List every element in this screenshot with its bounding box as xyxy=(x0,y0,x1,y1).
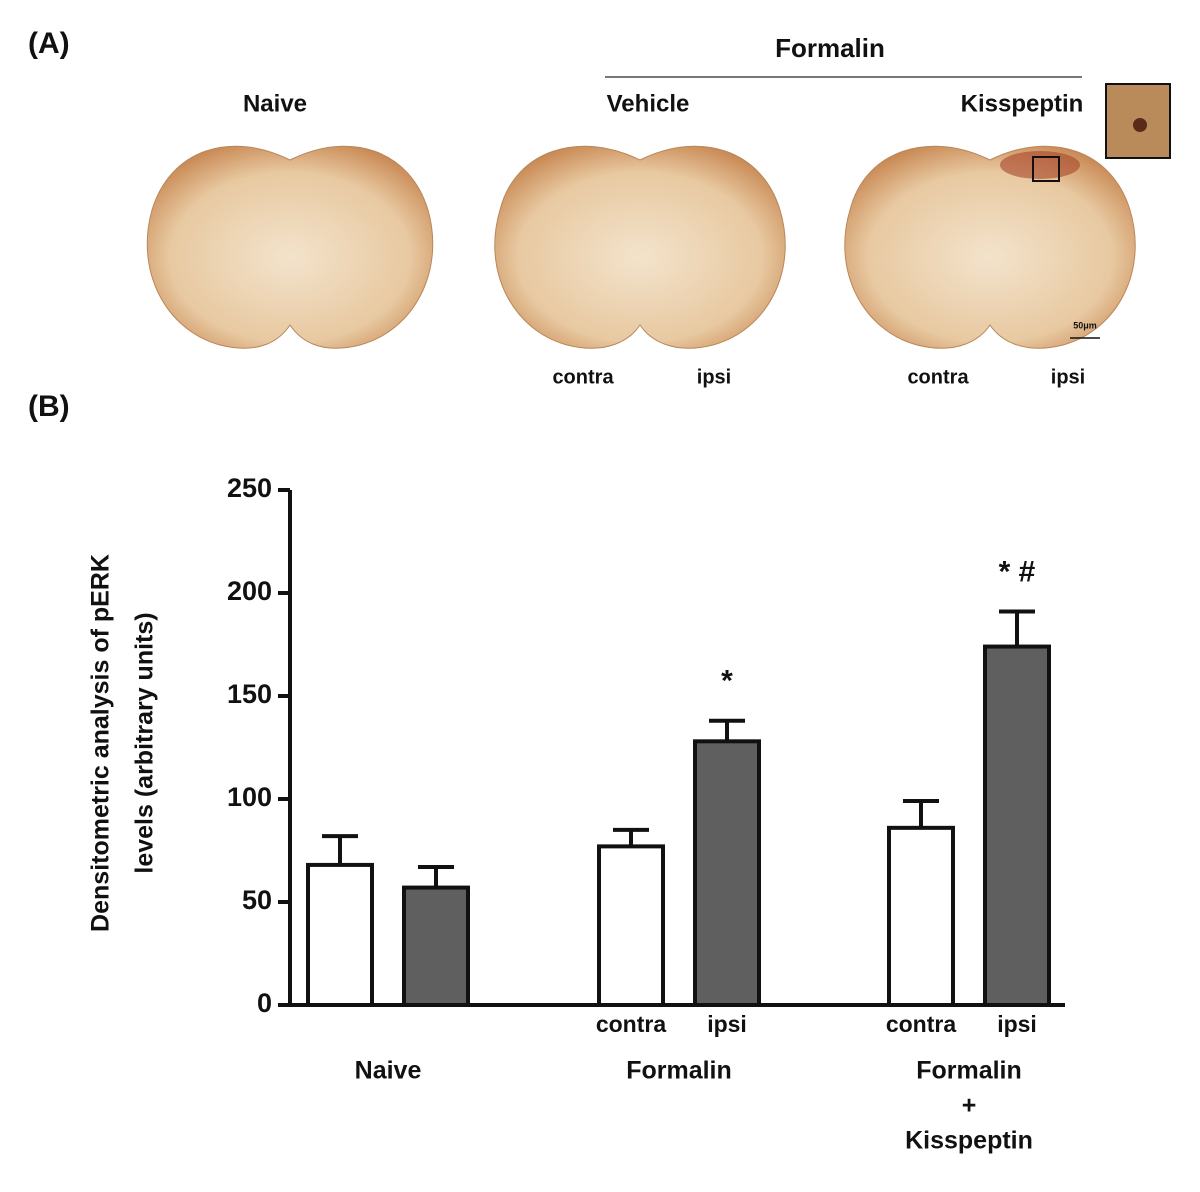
significance-mark: * # xyxy=(999,555,1036,588)
bar xyxy=(693,739,761,1007)
category-label: Naive xyxy=(355,1057,422,1085)
bar-label: contra xyxy=(886,1011,957,1037)
y-tick-label: 250 xyxy=(227,473,272,503)
naive-section xyxy=(146,145,434,349)
y-tick-label: 150 xyxy=(227,679,272,709)
significance-mark: * xyxy=(721,665,733,698)
y-tick-label: 0 xyxy=(257,988,272,1018)
y-axis-label: Densitometric analysis of pERK xyxy=(87,554,115,932)
bar xyxy=(887,825,955,1008)
category-label: Formalin xyxy=(916,1057,1022,1085)
stain xyxy=(1000,151,1080,179)
y-axis-label: levels (arbitrary units) xyxy=(131,612,159,873)
bar-label: ipsi xyxy=(997,1011,1037,1037)
kisspeptin-section xyxy=(844,145,1136,349)
bar xyxy=(597,844,665,1007)
category-label: + xyxy=(962,1092,977,1120)
side-label: contra xyxy=(907,366,969,388)
side-label: ipsi xyxy=(697,366,731,388)
group-header: Formalin xyxy=(775,33,885,63)
bar xyxy=(306,862,374,1007)
section-title: Kisspeptin xyxy=(961,90,1084,117)
category-label: Kisspeptin xyxy=(905,1127,1033,1155)
side-label: ipsi xyxy=(1051,366,1085,388)
bar-chart: 0 50 100 150 200 250 Densitometric analysis of… xyxy=(87,473,1065,1155)
vehicle-section xyxy=(494,145,786,349)
bar xyxy=(402,885,470,1008)
section-title: Naive xyxy=(243,90,307,117)
panel-label: (A) xyxy=(28,27,70,60)
section-title: Vehicle xyxy=(607,90,690,117)
inset-cell xyxy=(1133,118,1147,132)
y-tick-label: 100 xyxy=(227,782,272,812)
scale-bar-label: 50μm xyxy=(1073,320,1097,330)
bar xyxy=(983,644,1051,1007)
tissue-sections xyxy=(146,145,1136,349)
bar-label: ipsi xyxy=(707,1011,747,1037)
panel-label: (B) xyxy=(28,390,70,423)
y-tick-label: 200 xyxy=(227,576,272,606)
y-tick-label: 50 xyxy=(242,885,272,915)
inset-box xyxy=(1032,156,1060,182)
category-label: Formalin xyxy=(626,1057,732,1085)
bar-label: contra xyxy=(596,1011,667,1037)
side-label: contra xyxy=(552,366,614,388)
